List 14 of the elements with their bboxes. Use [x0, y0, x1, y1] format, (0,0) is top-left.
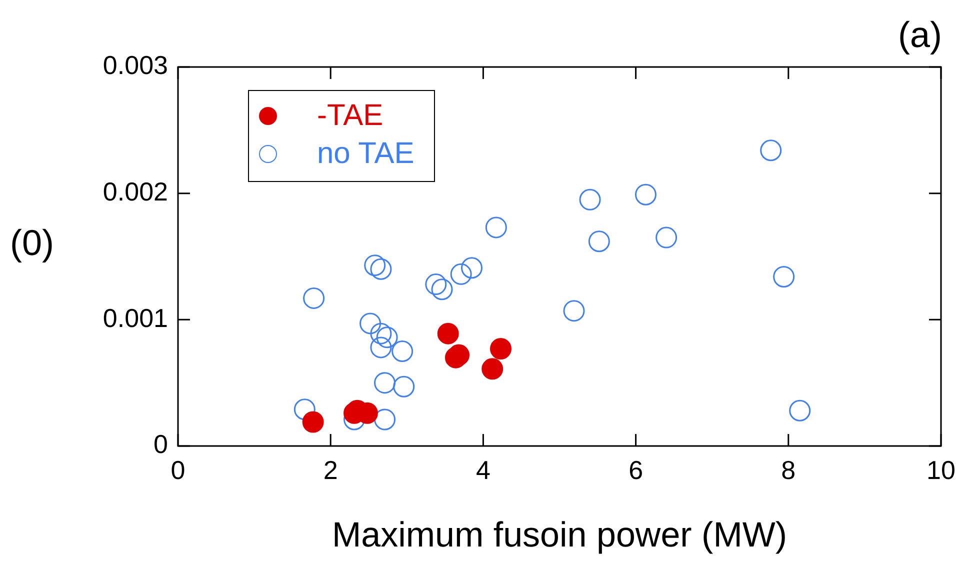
y-axis-title: (0) — [10, 222, 54, 264]
y-tick-label: 0.002 — [102, 176, 168, 207]
x-tick-label: 4 — [476, 454, 490, 485]
y-tick-label: 0 — [154, 429, 168, 460]
legend-label: no TAE — [317, 137, 414, 171]
x-axis-title: Maximum fusoin power (MW) — [332, 516, 788, 555]
x-tick-label: 2 — [323, 454, 338, 485]
x-tick-label: 8 — [781, 454, 796, 485]
x-tick-label: 6 — [628, 454, 644, 485]
chart-title: (a) — [898, 14, 942, 56]
x-tick-label: 10 — [926, 454, 956, 485]
legend-label: -TAE — [317, 99, 384, 133]
y-tick-label: 0.003 — [102, 50, 168, 80]
y-tick-label: 0.001 — [102, 302, 168, 333]
